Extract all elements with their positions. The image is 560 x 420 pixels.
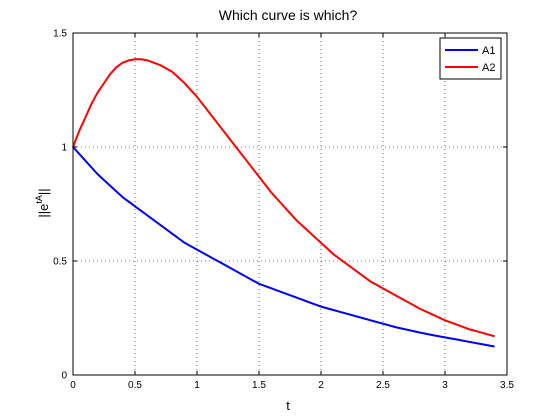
x-tick-label: 3.5 (500, 380, 514, 391)
x-tick-label: 3 (442, 380, 448, 391)
grid-lines (73, 33, 507, 375)
series-line-a2 (72, 58, 495, 338)
y-tick-label: 0.5 (53, 257, 67, 268)
y-tick-label: 1 (61, 143, 67, 154)
legend-label-a1: A1 (482, 45, 495, 57)
series-lines (72, 58, 495, 348)
x-tick-label: 2 (318, 380, 324, 391)
x-tick-label: 1.5 (252, 380, 266, 391)
axis-ticks: 0 0.5 1 1.5 2 2.5 3 3.5 0 0.5 1 1.5 (53, 29, 514, 392)
legend-box (439, 37, 502, 80)
plot-frame (72, 32, 508, 376)
legend-label-a2: A2 (482, 62, 495, 74)
y-tick-label: 1.5 (53, 29, 67, 40)
chart-title: Which curve is which? (219, 7, 358, 23)
x-axis-title: t (286, 398, 290, 413)
y-tick-label: 0 (61, 371, 67, 382)
y-axis-title-main: ||e (36, 204, 51, 218)
y-axis-title: ||etA|| (34, 188, 51, 217)
x-tick-label: 0.5 (128, 380, 142, 391)
x-tick-label: 0 (70, 380, 76, 391)
x-tick-label: 1 (194, 380, 200, 391)
y-axis-title-superscript: tA (34, 195, 44, 204)
x-tick-label: 2.5 (376, 380, 390, 391)
series-line-a1 (72, 146, 495, 348)
y-axis-title-suffix: || (36, 188, 51, 195)
